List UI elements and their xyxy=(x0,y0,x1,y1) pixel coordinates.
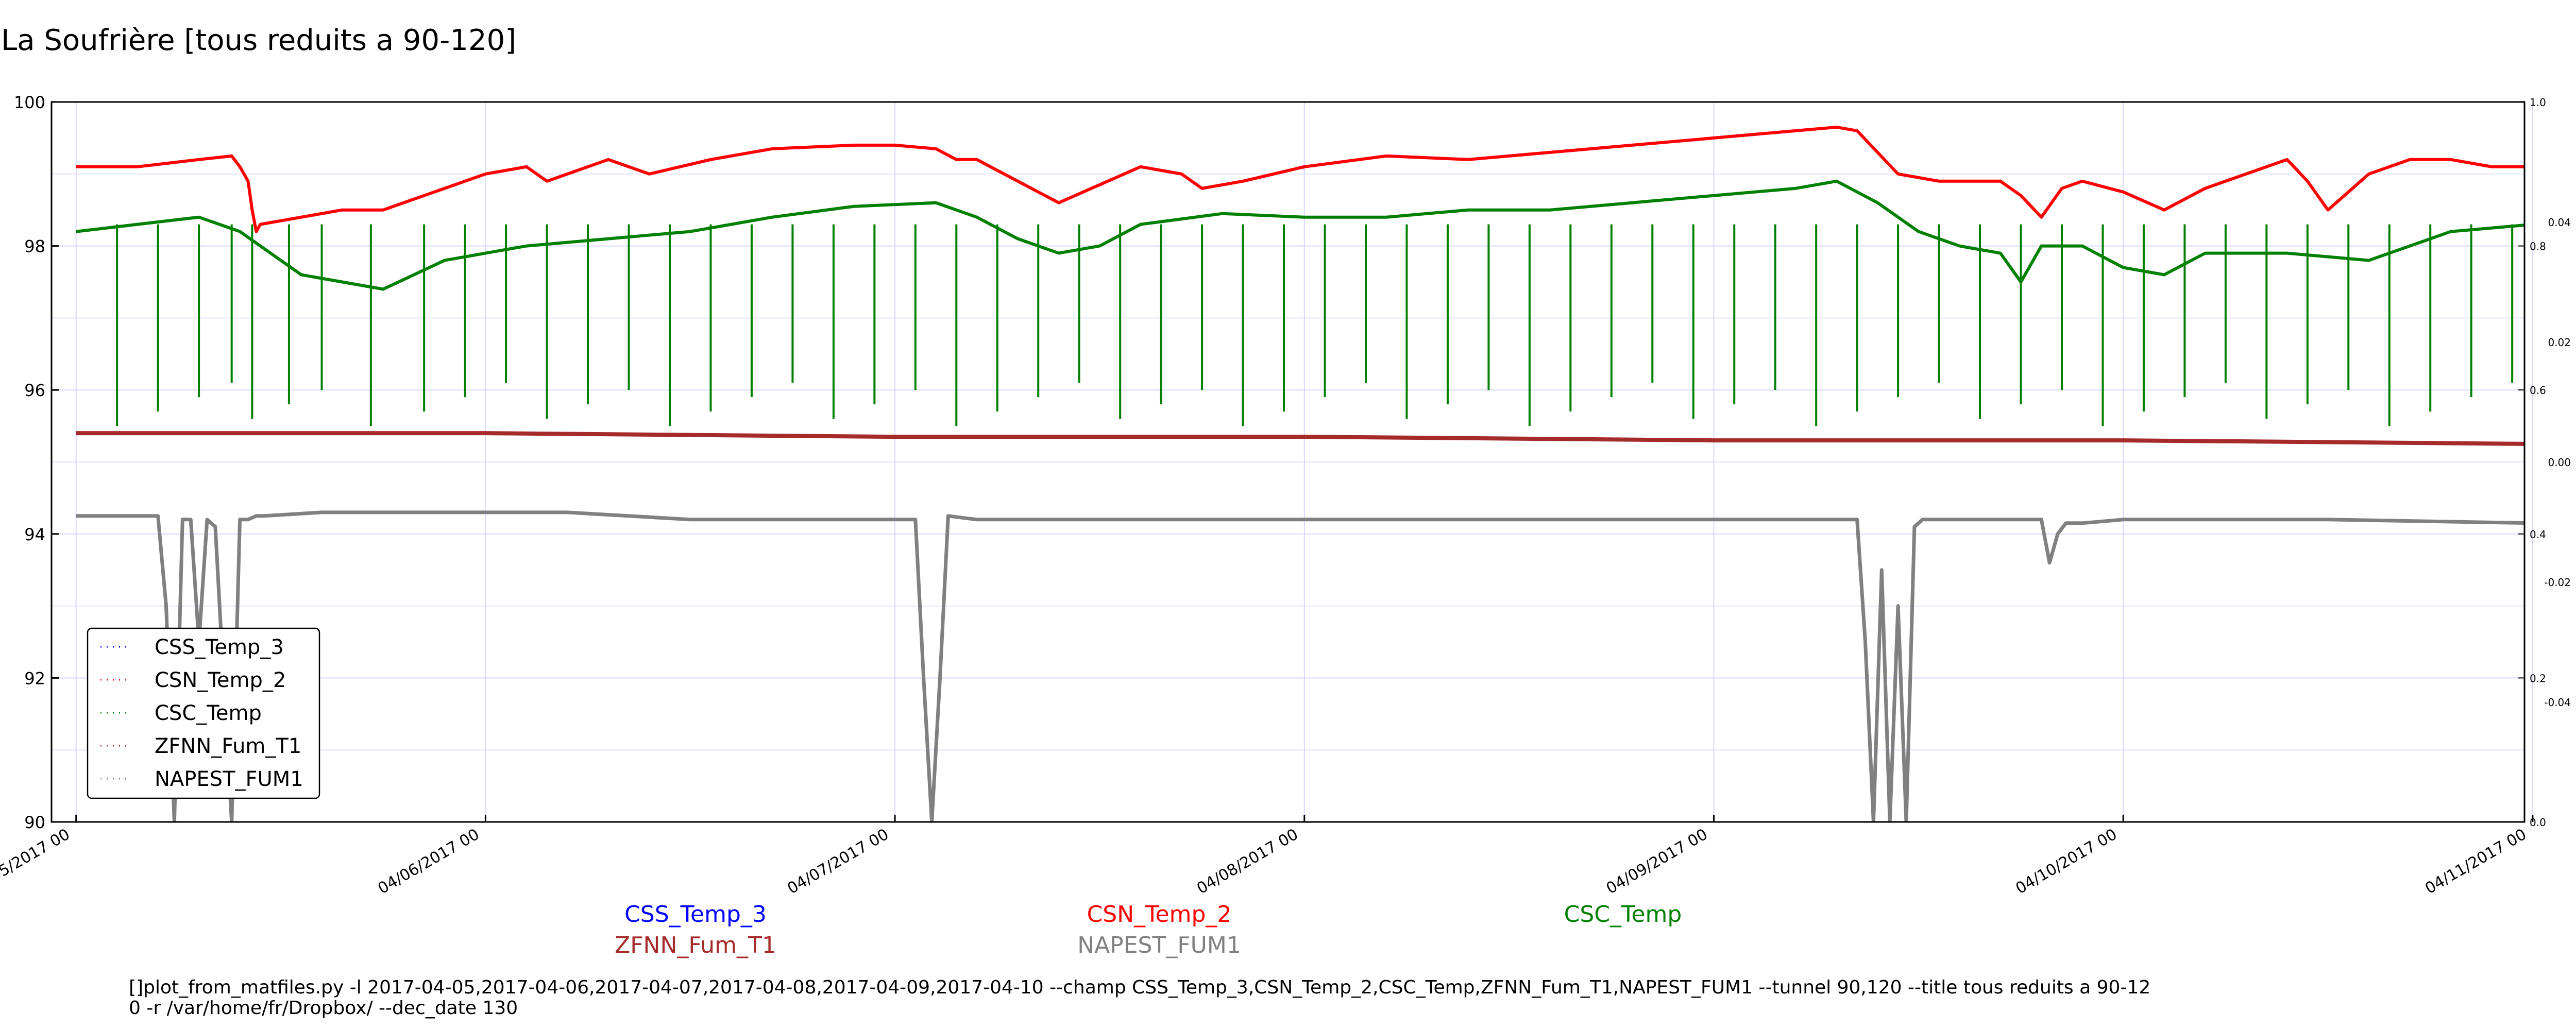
x-axis: 04/05/2017 00 04/06/2017 00 04/07/2017 00 0… xyxy=(0,815,2534,898)
y2-tick-label: 1.0 xyxy=(2530,96,2546,109)
legend: CSS_Temp_3 CSN_Temp_2 CSC_Temp ZFNN_Fum_T1 N… xyxy=(87,627,320,799)
y-tick-label: 98 xyxy=(24,237,45,256)
x-tick-label: 04/10/2017 00 xyxy=(2013,826,2121,898)
data-line xyxy=(76,125,2524,233)
series-CSC_Temp xyxy=(76,179,2524,426)
channel-label: CSS_Temp_3 xyxy=(624,901,767,928)
command-line-2: 0 -r /var/home/fr/Dropbox/ --dec_date 13… xyxy=(129,998,518,1019)
legend-label: CSC_Temp xyxy=(155,701,262,725)
y2-tick-label: 0.00 xyxy=(2548,456,2571,469)
legend-label: CSS_Temp_3 xyxy=(155,636,284,659)
x-tick-label: 04/08/2017 00 xyxy=(1194,826,1301,898)
channel-label: CSN_Temp_2 xyxy=(1087,901,1232,928)
x-tick-label: 04/11/2017 00 xyxy=(2422,826,2530,898)
channel-labels: CSS_Temp_3 CSN_Temp_2 CSC_Temp ZFNN_Fum_T1 N… xyxy=(615,901,1682,958)
channel-label: CSC_Temp xyxy=(1564,901,1682,928)
y2-tick-label: -0.04 xyxy=(2544,696,2571,709)
legend-label: ZFNN_Fum_T1 xyxy=(155,734,301,758)
plot-frame xyxy=(50,101,2526,823)
y2-tick-label: 0.2 xyxy=(2530,672,2546,684)
x-tick-label: 04/09/2017 00 xyxy=(1603,826,1711,898)
y2-tick-label: 0.6 xyxy=(2530,384,2546,397)
plot-clip xyxy=(76,125,2524,822)
channel-label: NAPEST_FUM1 xyxy=(1077,932,1241,958)
legend-box xyxy=(87,627,320,799)
secondary-y-axis: 0.0 0.2 0.4 0.6 0.8 1.0 -0.04 -0.02 0.00 0.02 0.04 xyxy=(2518,96,2571,829)
channel-label: ZFNN_Fum_T1 xyxy=(615,932,776,958)
y2-tick-label: 0.4 xyxy=(2530,528,2546,541)
series-NAPEST_FUM1 xyxy=(76,510,2524,822)
series-ZFNN_Fum_T1 xyxy=(76,431,2524,446)
y2-tick-label: -0.02 xyxy=(2544,576,2571,589)
legend-label: CSN_Temp_2 xyxy=(155,668,286,692)
series-CSN_Temp_2 xyxy=(76,125,2524,233)
y2-tick-label: 0.02 xyxy=(2548,336,2571,349)
y-tick-label: 96 xyxy=(24,381,45,400)
legend-label: NAPEST_FUM1 xyxy=(155,767,303,791)
data-line xyxy=(76,510,2524,822)
command-line-1: []plot_from_matfiles.py -l 2017-04-05,20… xyxy=(129,977,2151,998)
y2-tick-label: 0.04 xyxy=(2548,216,2571,229)
y-tick-label: 94 xyxy=(24,525,45,544)
y-tick-label: 92 xyxy=(24,668,45,688)
y2-tick-label: 0.8 xyxy=(2530,241,2546,253)
data-line xyxy=(76,431,2524,446)
data-line xyxy=(76,179,2524,291)
y2-tick-label: 0.0 xyxy=(2530,816,2546,829)
y-tick-label: 90 xyxy=(24,813,45,832)
chart-title: La Soufrière [tous reduits a 90-120] xyxy=(1,24,516,57)
y-tick-label: 100 xyxy=(14,93,45,112)
x-tick-label: 04/06/2017 00 xyxy=(375,826,483,898)
x-tick-label: 04/05/2017 00 xyxy=(0,826,73,898)
x-tick-label: 04/07/2017 00 xyxy=(785,826,892,898)
